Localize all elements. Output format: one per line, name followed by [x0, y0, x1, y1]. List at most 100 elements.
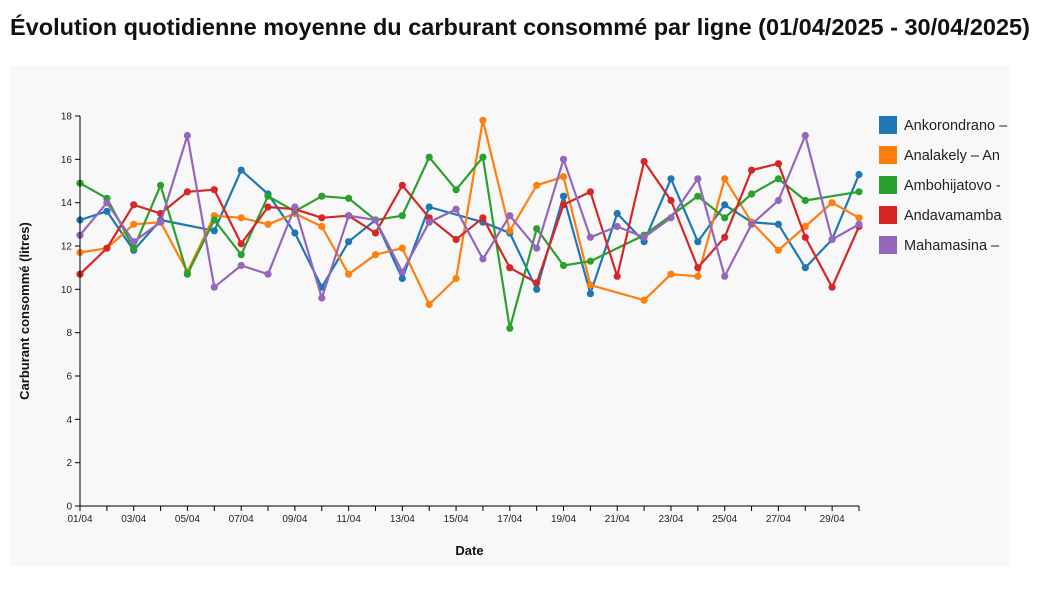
data-point [855, 188, 863, 196]
data-point [210, 216, 218, 224]
x-tick-label: 29/04 [820, 514, 845, 525]
legend-item: Ankorondrano – [879, 116, 1008, 134]
data-point [425, 300, 433, 309]
data-point [774, 246, 783, 254]
legend-label: Mahamasina – [904, 238, 1000, 254]
legend-label: Ambohijatovo - [904, 178, 1001, 194]
data-point [533, 279, 541, 287]
legend-swatch [879, 236, 897, 254]
data-point [452, 186, 460, 194]
data-point [318, 214, 326, 222]
data-point [345, 238, 353, 246]
data-point [237, 251, 245, 259]
data-point [371, 229, 380, 237]
axes: 0 2 4 6 8 10 12 14 16 18 01/04 03/04 05/04 07/04 09/04… [61, 112, 860, 525]
y-tick-label: 0 [66, 502, 72, 513]
data-point [667, 270, 675, 278]
data-point [506, 212, 514, 220]
y-tick-label: 8 [66, 328, 72, 339]
series-line [79, 160, 861, 289]
legend-swatch [879, 176, 897, 194]
data-point [425, 153, 433, 161]
data-point [345, 212, 353, 220]
data-point [210, 283, 218, 291]
data-point [345, 270, 353, 278]
data-point [586, 233, 595, 241]
data-point [103, 207, 111, 215]
chart-title: Évolution quotidienne moyenne du carbura… [10, 14, 1030, 40]
data-point [103, 244, 111, 252]
legend-swatch [879, 206, 897, 224]
legend-label: Andavamamba [904, 208, 1002, 224]
data-point [855, 214, 863, 222]
data-point [801, 222, 809, 231]
data-point [586, 281, 595, 289]
data-point [774, 220, 783, 228]
data-point [694, 264, 702, 272]
x-tick-label: 25/04 [712, 514, 737, 525]
data-point [559, 201, 568, 209]
series-line [79, 134, 860, 300]
data-point [559, 155, 568, 163]
data-point [640, 157, 648, 166]
y-tick-label: 2 [66, 458, 72, 469]
x-tick-label: 13/04 [390, 514, 415, 525]
data-point [721, 233, 729, 241]
chart-panel [9, 66, 1009, 566]
series-2 [76, 116, 863, 309]
data-point [533, 244, 541, 252]
data-point [398, 268, 406, 276]
data-point [613, 209, 621, 218]
series-line [79, 119, 860, 306]
y-tick-label: 10 [61, 285, 73, 296]
data-point [586, 188, 595, 196]
legend-label: Ankorondrano – [904, 118, 1008, 134]
data-point [371, 251, 380, 259]
legend-swatch [879, 146, 897, 164]
data-point [183, 131, 191, 140]
data-point [130, 220, 138, 228]
data-point [586, 290, 595, 298]
data-point [694, 175, 702, 183]
x-tick-label: 17/04 [497, 514, 522, 525]
data-point [130, 201, 138, 209]
x-tick-label: 21/04 [605, 514, 630, 525]
data-point [667, 196, 675, 205]
data-point [479, 255, 487, 263]
data-point [533, 181, 541, 189]
x-tick-label: 01/04 [67, 514, 92, 525]
data-point [748, 166, 756, 174]
data-point [425, 203, 433, 211]
x-tick-label: 23/04 [658, 514, 683, 525]
legend-item: Analakely – An [879, 146, 1000, 164]
data-point [452, 274, 460, 283]
data-point [506, 324, 514, 332]
data-point [318, 192, 326, 200]
data-point [103, 199, 111, 207]
data-point [586, 257, 595, 265]
data-point [694, 192, 702, 200]
data-point [828, 199, 836, 207]
data-point [264, 192, 272, 200]
data-point [237, 214, 245, 222]
legend-item: Andavamamba [879, 206, 1002, 224]
y-tick-label: 18 [61, 112, 73, 123]
x-tick-label: 03/04 [121, 514, 146, 525]
y-tick-label: 16 [61, 155, 73, 166]
x-axis-title: Date [455, 543, 483, 558]
data-point [237, 261, 245, 270]
data-point [694, 238, 702, 246]
y-tick-label: 6 [66, 372, 72, 383]
data-point [210, 186, 218, 194]
data-point [801, 264, 809, 272]
legend-item: Mahamasina – [879, 236, 1000, 254]
y-tick-label: 4 [66, 415, 72, 426]
x-tick-label: 19/04 [551, 514, 576, 525]
data-point [452, 235, 460, 244]
y-tick-label: 14 [61, 198, 73, 209]
data-point [479, 153, 487, 161]
x-tick-label: 27/04 [766, 514, 791, 525]
data-point [828, 235, 836, 244]
data-point [183, 270, 191, 278]
series-layer [76, 116, 863, 332]
